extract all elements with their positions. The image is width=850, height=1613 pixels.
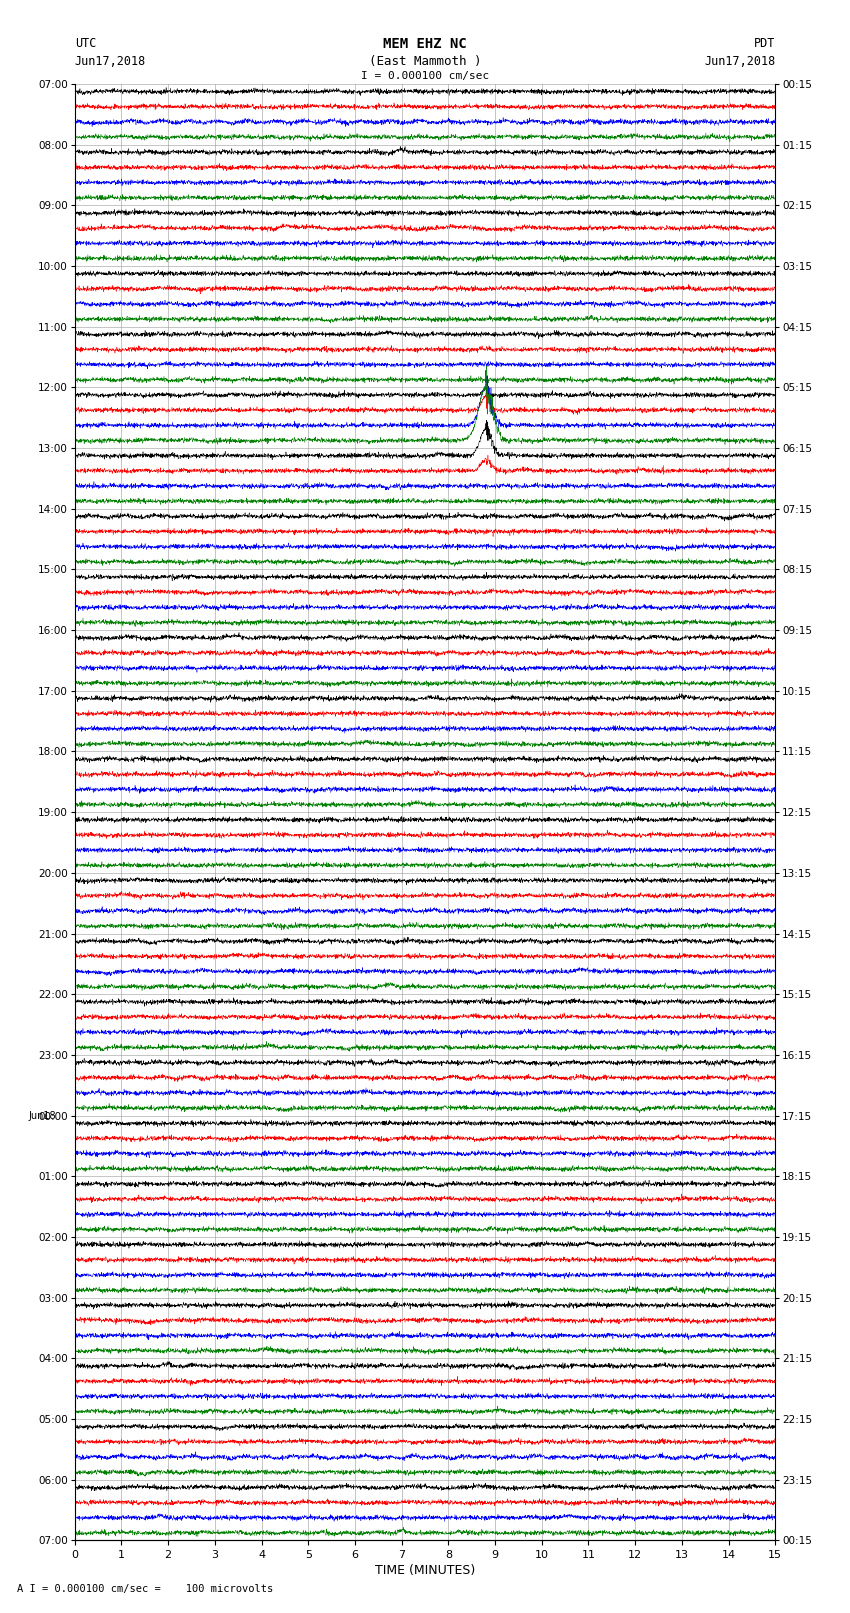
Text: PDT: PDT <box>754 37 775 50</box>
Text: I = 0.000100 cm/sec: I = 0.000100 cm/sec <box>361 71 489 81</box>
Text: Jun17,2018: Jun17,2018 <box>75 55 146 68</box>
Text: A I = 0.000100 cm/sec =    100 microvolts: A I = 0.000100 cm/sec = 100 microvolts <box>17 1584 273 1594</box>
Text: Jun17,2018: Jun17,2018 <box>704 55 775 68</box>
Text: MEM EHZ NC: MEM EHZ NC <box>383 37 467 52</box>
Text: Jun18: Jun18 <box>29 1111 56 1121</box>
Text: UTC: UTC <box>75 37 96 50</box>
X-axis label: TIME (MINUTES): TIME (MINUTES) <box>375 1565 475 1578</box>
Text: (East Mammoth ): (East Mammoth ) <box>369 55 481 68</box>
